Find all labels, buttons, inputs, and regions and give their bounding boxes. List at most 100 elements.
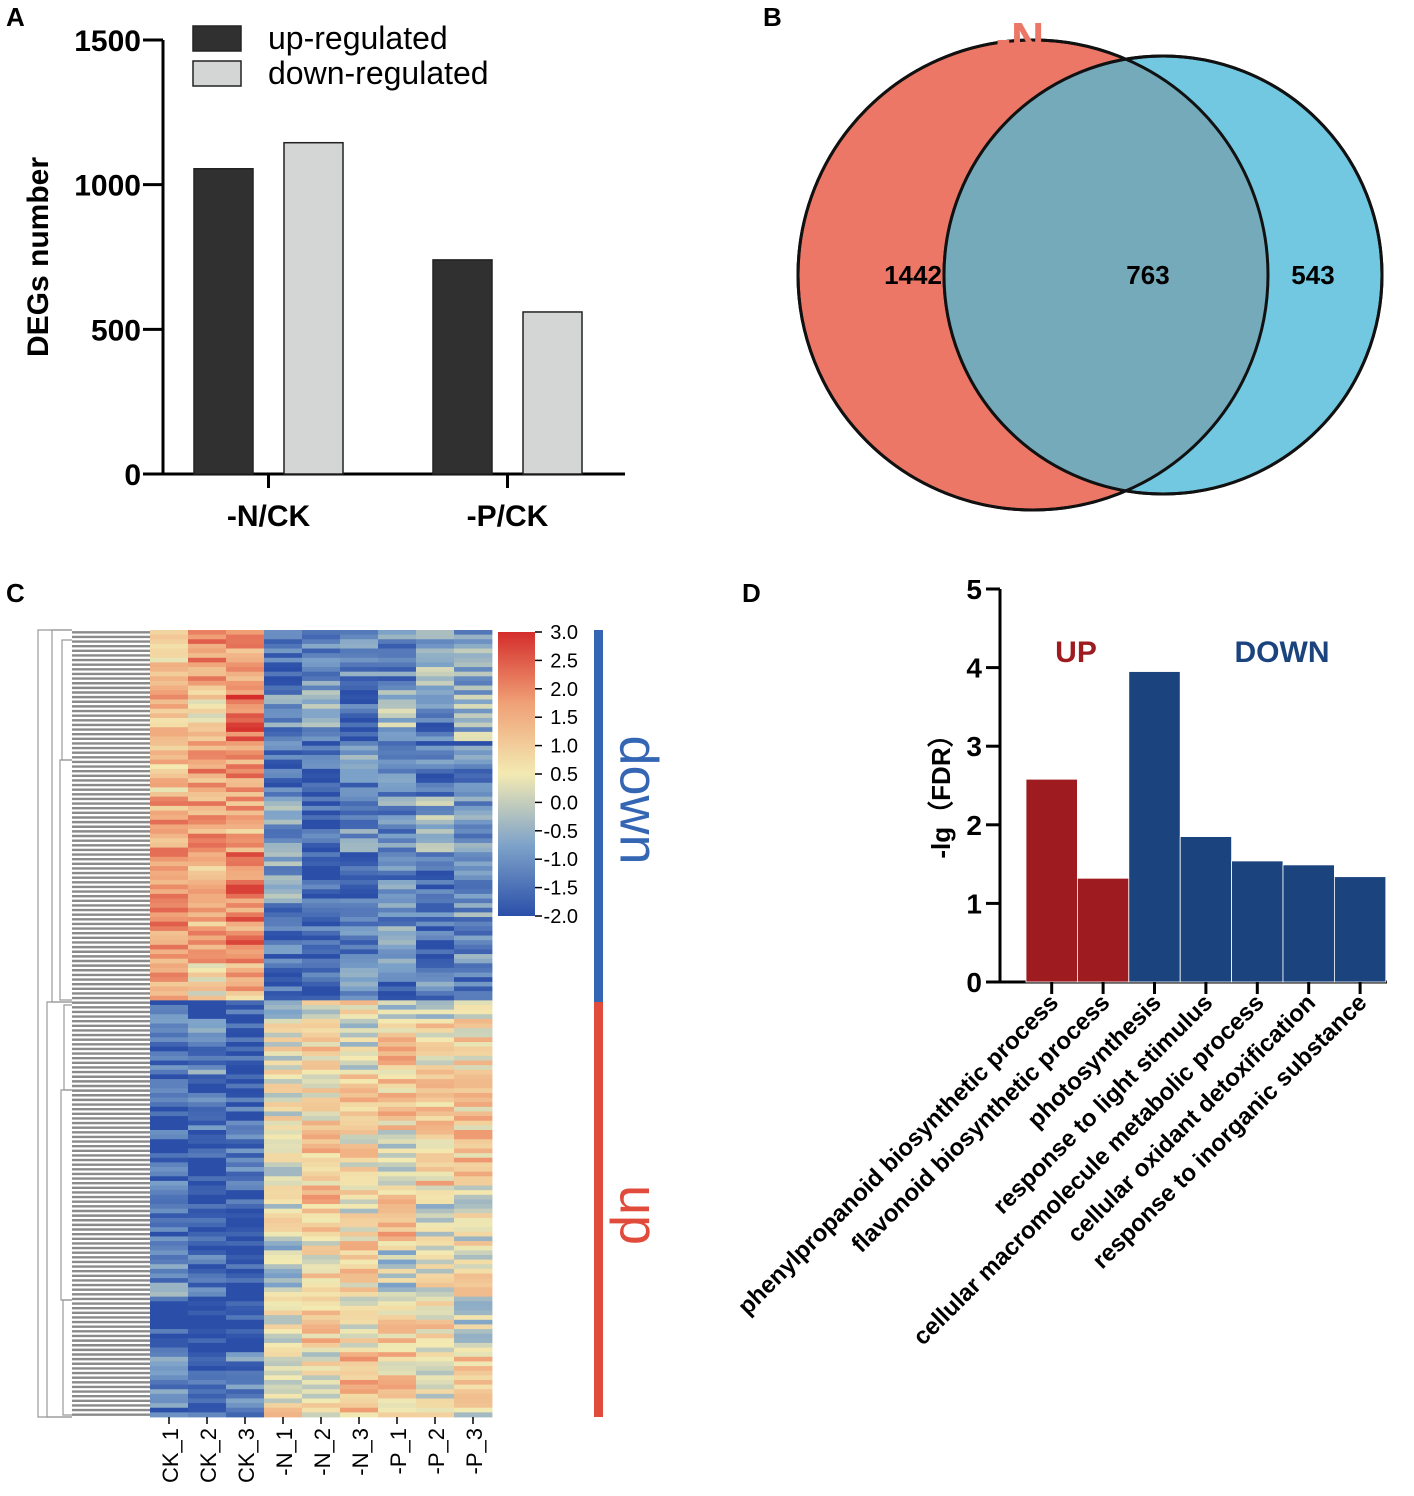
heatmap-cell — [264, 694, 303, 700]
heatmap-cell — [226, 736, 265, 742]
heatmap-cell — [454, 1111, 493, 1117]
heatmap-cell — [416, 1185, 455, 1191]
heatmap-cell — [340, 1079, 379, 1085]
heatmap-cell — [340, 796, 379, 802]
heatmap-cell — [416, 639, 455, 645]
heatmap-cell — [150, 754, 189, 761]
heatmap-cell — [264, 1407, 303, 1413]
heatmap-cell — [378, 1069, 417, 1075]
heatmap-cell — [226, 1014, 265, 1020]
heatmap-cell — [226, 1333, 265, 1339]
heatmap-cell — [226, 1407, 265, 1413]
heatmap-cell — [264, 1051, 303, 1057]
heatmap-cell — [150, 639, 189, 645]
venn-count-both: 763 — [1126, 260, 1169, 290]
heatmap-cell — [188, 954, 227, 960]
heatmap-cell — [264, 1389, 303, 1395]
heatmap-cell — [340, 1329, 379, 1335]
heatmap-cell — [226, 745, 265, 751]
heatmap-cell — [150, 1167, 189, 1173]
heatmap-cell — [416, 1407, 455, 1413]
heatmap-cell — [150, 1079, 189, 1085]
heatmap-cell — [302, 1023, 341, 1029]
heatmap-cell — [302, 1097, 341, 1103]
heatmap-cell — [188, 1120, 227, 1126]
heatmap-cell — [302, 1268, 341, 1274]
d-y-tick-label: 4 — [966, 653, 982, 684]
heatmap-cell — [264, 1129, 303, 1136]
heatmap-cell — [302, 940, 341, 946]
heatmap-cell — [454, 778, 493, 784]
heatmap-cell — [378, 1129, 417, 1136]
heatmap-cell — [226, 1222, 265, 1228]
heatmap-cell — [226, 893, 265, 899]
heatmap-cell — [378, 1092, 417, 1098]
heatmap-cell — [150, 879, 189, 886]
heatmap-cell — [454, 690, 493, 696]
heatmap-cell — [264, 1347, 303, 1353]
heatmap-cell — [150, 1185, 189, 1191]
heatmap-cell — [416, 903, 455, 909]
heatmap-cell — [416, 1199, 455, 1205]
heatmap-cell — [378, 903, 417, 909]
heatmap-cell — [378, 1060, 417, 1066]
heatmap-cell — [150, 1102, 189, 1108]
heatmap-cell — [150, 787, 189, 793]
heatmap-cell — [378, 736, 417, 742]
heatmap-cell — [188, 694, 227, 700]
heatmap-cell — [454, 1227, 493, 1233]
heatmap-cell — [302, 1055, 341, 1061]
heatmap-cell — [416, 833, 455, 839]
heatmap-cell — [454, 1319, 493, 1325]
dendrogram-branch — [61, 639, 72, 761]
heatmap-cell — [188, 1287, 227, 1293]
d-x-tick-label: phenylpropanoid biosynthetic process — [733, 989, 1064, 1320]
heatmap-cell — [188, 824, 227, 830]
heatmap-cell — [302, 1028, 341, 1034]
heatmap-cell — [150, 1352, 189, 1358]
heatmap-cell — [188, 1162, 227, 1168]
heatmap-cell — [416, 704, 455, 710]
heatmap-cell — [454, 1236, 493, 1242]
heatmap-cell — [226, 1389, 265, 1395]
heatmap-cell — [264, 940, 303, 946]
heatmap-cell — [264, 1037, 303, 1043]
heatmap-cell — [226, 713, 265, 719]
heatmap-cell — [150, 1208, 189, 1214]
heatmap-cell — [150, 1222, 189, 1228]
heatmap-cell — [340, 1102, 379, 1108]
heatmap-cell — [454, 1204, 493, 1210]
heatmap-cell — [454, 1004, 493, 1011]
heatmap-cell — [378, 824, 417, 830]
heatmap-cell — [264, 1065, 303, 1071]
d-y-tick-label: 0 — [966, 967, 982, 998]
heatmap-cell — [454, 1000, 493, 1006]
heatmap-cell — [340, 1227, 379, 1233]
heatmap-cell — [226, 810, 265, 816]
heatmap-cell — [264, 1014, 303, 1020]
heatmap-cell — [302, 676, 341, 682]
heatmap-cell — [150, 856, 189, 862]
heatmap-cell — [378, 1287, 417, 1293]
heatmap-cell — [378, 1393, 417, 1399]
heatmap-cell — [378, 690, 417, 696]
heatmap-cell — [416, 1278, 455, 1284]
heatmap-cell — [264, 893, 303, 899]
heatmap-cell — [454, 643, 493, 649]
heatmap-cell — [302, 815, 341, 821]
heatmap-cell — [188, 1412, 227, 1418]
heatmap-cell — [302, 852, 341, 858]
heatmap-column-label: -N_2 — [310, 1428, 335, 1476]
heatmap-cell — [226, 1204, 265, 1210]
heatmap-cell — [226, 1167, 265, 1173]
heatmap-cell — [378, 787, 417, 793]
heatmap-cell — [264, 731, 303, 737]
heatmap-cell — [264, 1204, 303, 1210]
heatmap-cell — [454, 1352, 493, 1358]
heatmap-cell — [302, 1287, 341, 1293]
heatmap-cell — [302, 1116, 341, 1122]
heatmap-cell — [188, 768, 227, 774]
heatmap-cell — [264, 824, 303, 830]
heatmap-cell — [188, 879, 227, 886]
heatmap-column-label: CK_3 — [234, 1428, 259, 1483]
